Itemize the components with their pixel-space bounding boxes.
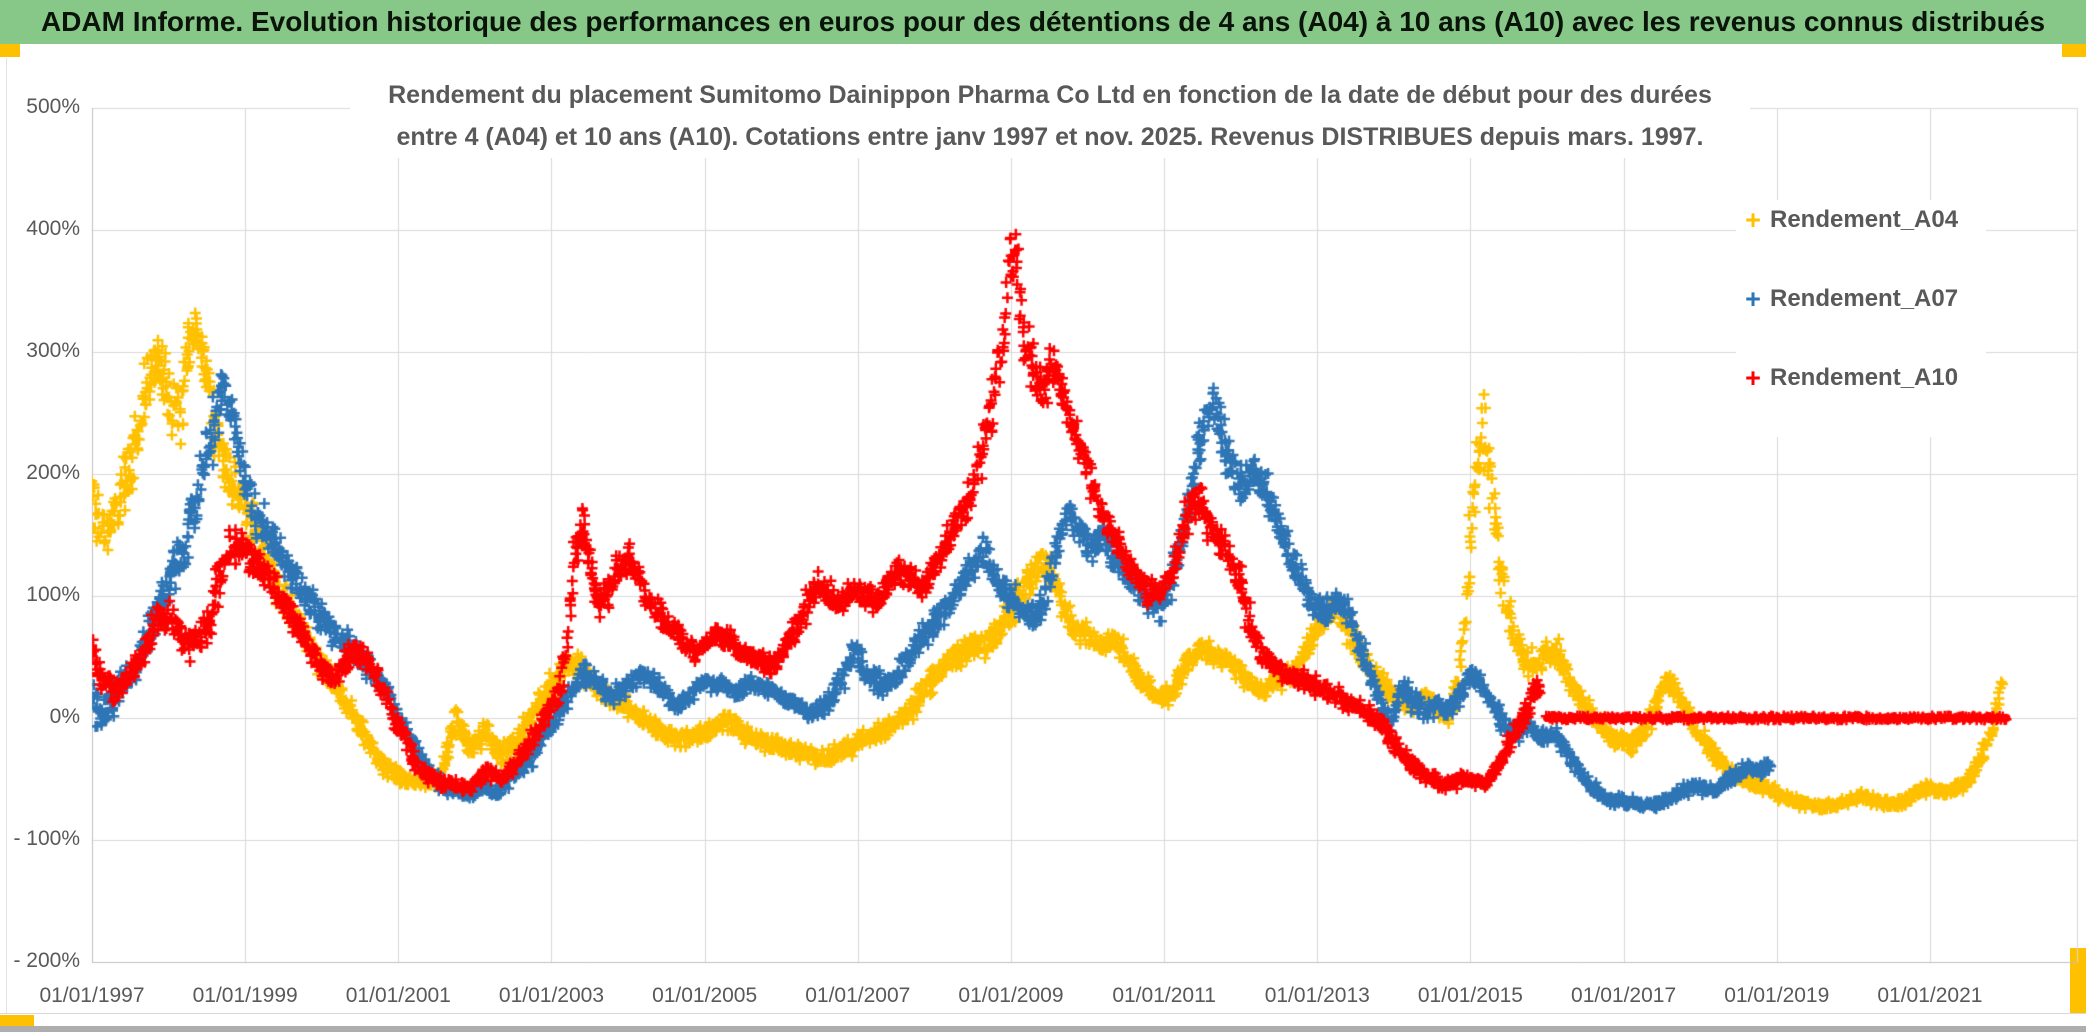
x-axis-label: 01/01/2011 <box>1112 984 1216 1007</box>
legend-item-a04: + Rendement_A04 <box>1736 200 1986 240</box>
x-axis-label: 01/01/2003 <box>498 984 605 1007</box>
x-axis-label: 01/01/2013 <box>1264 984 1370 1007</box>
y-axis-label: 500% <box>26 95 80 118</box>
x-axis-label: 01/01/2007 <box>805 984 911 1007</box>
x-axis-label: 01/01/2001 <box>345 984 451 1007</box>
x-axis-label: 01/01/2021 <box>1877 984 1983 1007</box>
legend-label: Rendement_A07 <box>1770 285 1959 312</box>
plot-area <box>0 44 2086 1032</box>
y-axis-label: - 100% <box>13 827 80 850</box>
chart-title: Rendement du placement Sumitomo Dainippo… <box>350 74 1750 158</box>
chart-title-line1: Rendement du placement Sumitomo Dainippo… <box>388 81 1712 109</box>
x-axis-label: 01/01/2017 <box>1571 984 1677 1007</box>
y-axis-label: 0% <box>49 705 80 728</box>
y-axis-label: 100% <box>26 583 80 606</box>
x-axis-label: 01/01/1997 <box>39 984 145 1007</box>
x-axis-label: 01/01/2015 <box>1417 984 1523 1007</box>
y-axis-label: 200% <box>26 461 80 484</box>
x-axis-label: 01/01/2009 <box>958 984 1064 1007</box>
x-axis-label: 01/01/2019 <box>1724 984 1830 1007</box>
y-axis-label: 400% <box>26 217 80 240</box>
y-axis-label: 300% <box>26 339 80 362</box>
plus-marker-icon: + <box>1745 363 1761 393</box>
x-axis-label: 01/01/2005 <box>652 984 758 1007</box>
plus-marker-icon: + <box>1745 205 1761 235</box>
page-title: ADAM Informe. Evolution historique des p… <box>40 6 2046 37</box>
legend-item-a07: + Rendement_A07 <box>1736 279 1986 319</box>
legend-item-a10: + Rendement_A10 <box>1736 358 1986 398</box>
legend-label: Rendement_A10 <box>1770 364 1959 391</box>
plus-marker-icon: + <box>1745 284 1761 314</box>
chart-legend: + Rendement_A04 + Rendement_A07 + Rendem… <box>1736 200 1986 437</box>
y-axis-label: - 200% <box>13 949 80 972</box>
header-bar: ADAM Informe. Evolution historique des p… <box>0 0 2086 44</box>
legend-label: Rendement_A04 <box>1770 206 1959 233</box>
chart-title-line2: entre 4 (A04) et 10 ans (A10). Cotations… <box>396 123 1704 151</box>
x-axis-label: 01/01/1999 <box>192 984 298 1007</box>
